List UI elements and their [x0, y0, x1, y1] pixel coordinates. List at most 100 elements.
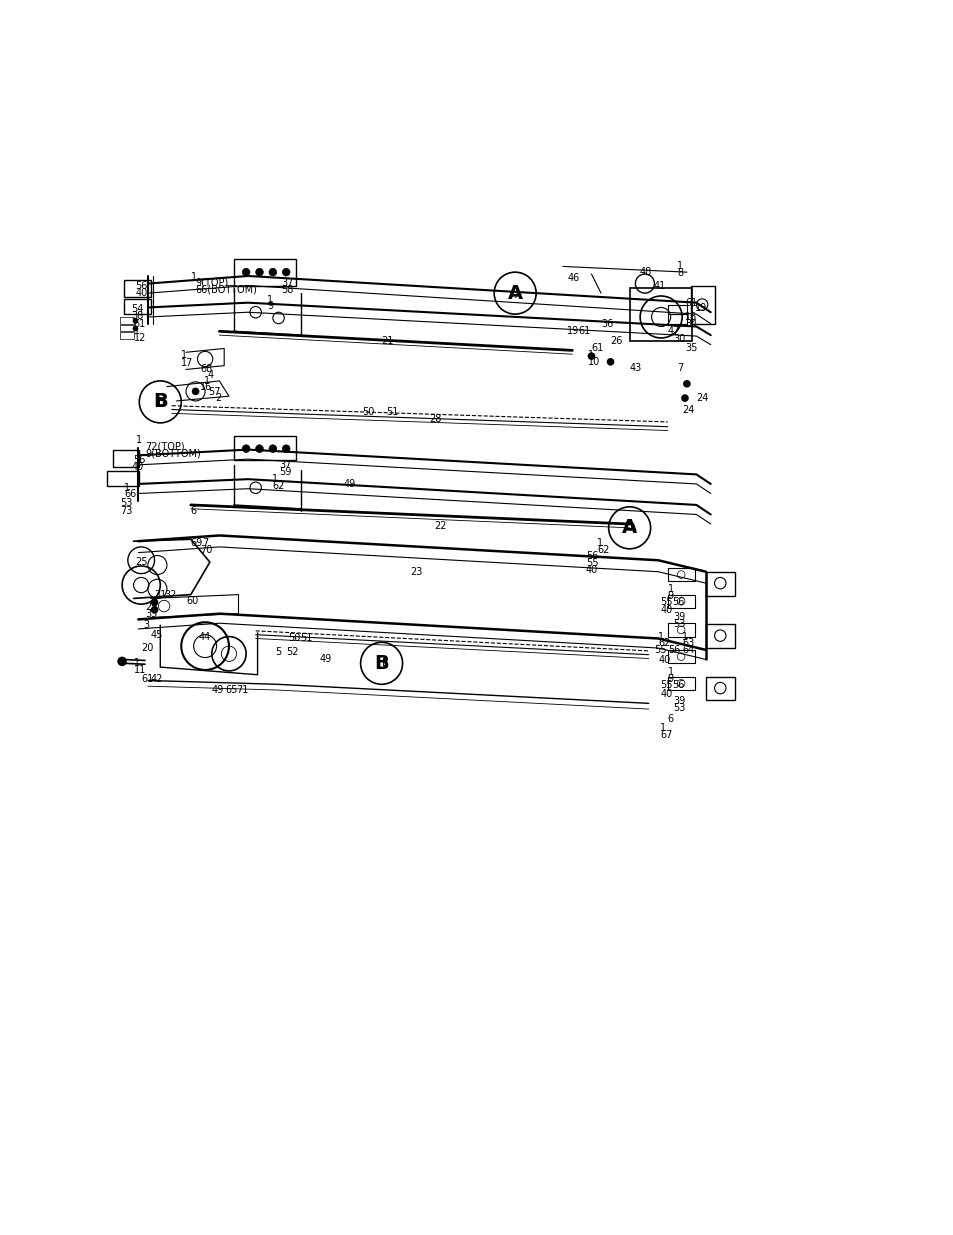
Circle shape [132, 317, 138, 324]
Circle shape [132, 326, 138, 331]
Bar [233, 436, 295, 461]
Text: 1: 1 [204, 375, 210, 385]
Circle shape [282, 268, 290, 275]
Text: 61: 61 [591, 343, 603, 353]
Circle shape [682, 380, 690, 388]
Text: 1: 1 [681, 631, 687, 641]
Text: 72(TOP): 72(TOP) [145, 442, 185, 452]
Text: 50: 50 [362, 408, 375, 417]
Bar [667, 677, 694, 690]
Text: 63: 63 [681, 638, 694, 648]
Bar [667, 594, 694, 608]
Text: 39: 39 [673, 697, 685, 706]
Text: 22: 22 [434, 521, 446, 531]
Text: 31: 31 [154, 589, 167, 600]
Text: 5: 5 [274, 647, 281, 657]
Text: 49: 49 [319, 655, 332, 664]
Text: 45: 45 [151, 630, 163, 640]
Text: 38: 38 [132, 311, 144, 321]
Text: 58: 58 [281, 285, 294, 295]
Circle shape [117, 657, 127, 666]
Text: 51: 51 [386, 408, 398, 417]
Text: 40: 40 [135, 288, 148, 298]
Text: 9: 9 [267, 301, 273, 311]
Text: 69: 69 [191, 538, 203, 548]
Text: 1: 1 [124, 483, 130, 493]
Text: 61: 61 [578, 326, 590, 336]
Text: 2: 2 [215, 393, 222, 403]
Text: 9(TOP): 9(TOP) [195, 278, 229, 288]
Text: 68: 68 [200, 364, 213, 374]
Text: 17: 17 [181, 358, 193, 368]
Text: 19: 19 [694, 304, 706, 314]
Bar [120, 325, 133, 331]
Text: 1: 1 [135, 435, 141, 445]
Text: 25: 25 [135, 557, 148, 567]
Text: 9(BOTTOM): 9(BOTTOM) [145, 448, 200, 458]
Circle shape [255, 268, 263, 275]
Text: 30: 30 [673, 333, 685, 343]
Text: 24: 24 [681, 405, 694, 415]
Bar [705, 572, 734, 595]
Text: 37: 37 [279, 459, 292, 469]
Text: 33: 33 [145, 609, 157, 619]
Text: 16: 16 [200, 382, 213, 391]
Text: 65: 65 [225, 685, 237, 695]
Text: 55: 55 [585, 558, 598, 568]
Text: 52: 52 [286, 647, 298, 657]
Text: 62: 62 [658, 638, 670, 648]
Text: 41: 41 [653, 280, 665, 290]
Text: 42: 42 [151, 673, 163, 683]
Bar [107, 471, 139, 485]
Text: 62: 62 [597, 545, 609, 555]
Bar [629, 288, 691, 341]
Text: 55: 55 [654, 645, 666, 655]
Text: 21: 21 [381, 336, 394, 346]
Circle shape [151, 599, 158, 606]
Text: 62: 62 [272, 480, 284, 490]
Circle shape [269, 445, 276, 452]
Text: 37: 37 [281, 278, 294, 288]
Text: 40: 40 [585, 564, 598, 574]
Text: 61: 61 [141, 673, 153, 683]
Text: 9: 9 [667, 673, 673, 683]
Text: 4: 4 [208, 370, 213, 380]
Text: B: B [152, 393, 168, 411]
Circle shape [282, 445, 290, 452]
Text: 56: 56 [585, 552, 598, 562]
Bar [705, 677, 734, 700]
Text: 35: 35 [684, 343, 697, 353]
Text: B: B [158, 396, 165, 406]
Text: 1: 1 [659, 724, 665, 734]
Text: 61: 61 [133, 319, 146, 329]
Text: 56: 56 [133, 454, 146, 466]
Text: 1: 1 [272, 474, 277, 484]
Text: 40: 40 [659, 689, 672, 699]
Circle shape [269, 268, 276, 275]
Circle shape [151, 606, 158, 614]
Text: A: A [507, 284, 522, 303]
Text: 1: 1 [587, 351, 593, 361]
Text: 39: 39 [673, 613, 685, 622]
Bar [667, 305, 686, 314]
Text: 64: 64 [681, 645, 694, 655]
Text: 60: 60 [186, 597, 198, 606]
Text: 43: 43 [629, 363, 641, 373]
Text: 73: 73 [120, 505, 132, 516]
Bar [233, 259, 295, 285]
Bar [124, 299, 151, 314]
Text: 55: 55 [659, 598, 672, 608]
Text: 23: 23 [410, 567, 422, 577]
Text: 6: 6 [191, 505, 196, 516]
Text: 56: 56 [672, 680, 684, 690]
Circle shape [587, 352, 595, 359]
Text: 1: 1 [191, 272, 196, 282]
Text: 11: 11 [133, 664, 146, 676]
Text: 51: 51 [300, 634, 313, 643]
Text: 6: 6 [667, 714, 673, 724]
Text: 54: 54 [132, 304, 144, 315]
Text: 67: 67 [659, 730, 672, 740]
Text: 1: 1 [133, 326, 139, 336]
Text: 57: 57 [208, 388, 220, 398]
Text: 26: 26 [610, 336, 622, 346]
